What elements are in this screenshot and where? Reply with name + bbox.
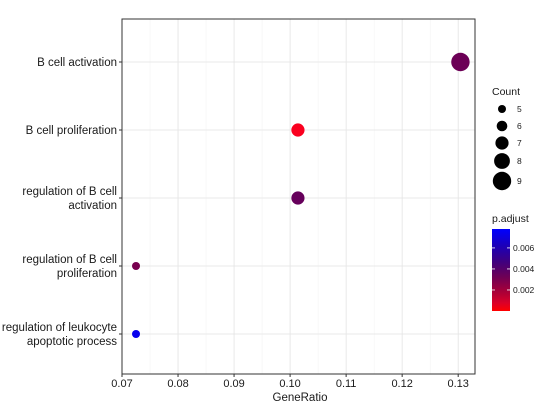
count-legend-key [496, 120, 508, 132]
x-tick-label: 0.09 [223, 378, 244, 390]
color-bar-label: 0.004 [513, 264, 535, 274]
data-point [132, 262, 141, 270]
count-legend: Count 5 6 7 8 9 [492, 86, 522, 191]
y-tick-label: apoptotic process [27, 336, 117, 348]
y-tick-label: activation [68, 200, 117, 212]
p-adjust-legend: p.adjust 0.002 0.004 0.006 [492, 213, 535, 311]
x-axis-title: GeneRatio [273, 392, 328, 404]
y-axis: B cell activation B cell proliferation reg… [2, 57, 122, 348]
count-legend-label: 5 [517, 104, 522, 114]
count-legend-key [492, 171, 512, 191]
x-tick-label: 0.11 [336, 378, 357, 390]
data-point [132, 330, 141, 338]
y-tick-label: regulation of leukocyte [2, 322, 117, 334]
y-tick-label: regulation of B cell [22, 186, 117, 198]
count-legend-title: Count [492, 86, 520, 98]
x-tick-label: 0.12 [391, 378, 412, 390]
color-bar-label: 0.006 [513, 243, 535, 253]
data-points [132, 52, 470, 338]
color-bar-label: 0.002 [513, 285, 535, 295]
data-point [451, 52, 470, 72]
color-bar [492, 229, 510, 311]
data-point [291, 123, 305, 137]
y-tick-label: B cell activation [37, 57, 117, 69]
count-legend-key [494, 153, 510, 169]
data-point [291, 191, 305, 205]
count-legend-label: 7 [517, 138, 522, 148]
p-adjust-legend-title: p.adjust [492, 213, 529, 225]
y-tick-label: B cell proliferation [26, 125, 117, 137]
x-axis: 0.07 0.08 0.09 0.10 0.11 0.12 0.13 [111, 374, 469, 390]
x-tick-label: 0.10 [279, 378, 300, 390]
x-tick-label: 0.08 [167, 378, 188, 390]
count-legend-label: 6 [517, 121, 522, 131]
panel-frame [121, 18, 476, 375]
x-tick-label: 0.13 [447, 378, 468, 390]
panel-border [121, 18, 476, 375]
count-legend-key [495, 136, 509, 150]
y-tick-label: regulation of B cell [22, 254, 117, 266]
count-legend-key [498, 105, 506, 113]
count-legend-label: 9 [517, 176, 522, 186]
y-tick-label: proliferation [57, 268, 117, 280]
x-tick-label: 0.07 [111, 378, 132, 390]
count-legend-label: 8 [517, 156, 522, 166]
